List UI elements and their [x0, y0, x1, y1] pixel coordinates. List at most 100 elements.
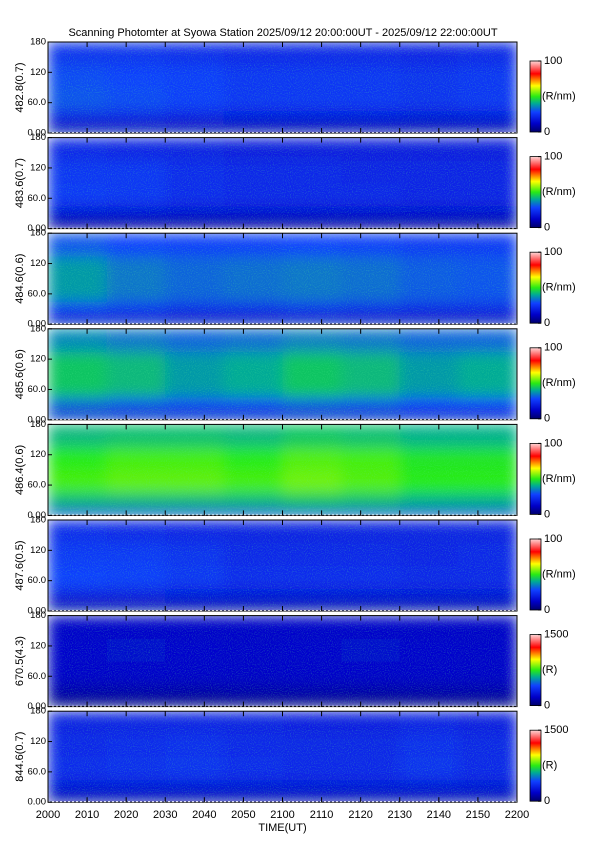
colorbar-tick-label: 0	[544, 413, 550, 425]
colorbar-tick-label: 1500	[544, 724, 568, 736]
colorbar-label: (R/nm)	[542, 282, 576, 294]
heatmap	[48, 42, 517, 133]
colorbar-tick-label: 1500	[544, 629, 568, 641]
x-tick-label: 2020	[114, 809, 138, 821]
noise-texture	[48, 424, 517, 516]
x-tick-label: 2130	[388, 809, 412, 821]
colorbar	[529, 634, 542, 706]
colorbar	[529, 251, 542, 324]
x-tick-label: 2000	[36, 809, 60, 821]
noise-texture	[48, 520, 517, 611]
y-axis-label: 483.6(0.7)	[14, 158, 26, 208]
x-axis-label: TIME(UT)	[258, 822, 306, 834]
colorbar-tick-label: 0	[544, 222, 550, 234]
colorbar	[529, 156, 542, 229]
x-tick-label: 2010	[75, 809, 99, 821]
y-tick-label: 0.00	[28, 414, 47, 425]
y-axis-label: 670.5(4.3)	[14, 636, 26, 686]
colorbar-label: (R/nm)	[542, 377, 576, 389]
colorbar	[529, 60, 542, 133]
y-tick-label: 60.0	[28, 384, 47, 395]
y-tick-label: 0.00	[28, 797, 47, 808]
noise-texture	[48, 137, 517, 229]
colorbar-tick-label: 100	[544, 437, 562, 449]
colorbar-tick-label: 0	[544, 508, 550, 520]
y-tick-label: 60.0	[28, 575, 47, 586]
colorbar	[529, 729, 542, 802]
x-tick-label: 2050	[231, 809, 255, 821]
colorbar-tick-label: 0	[544, 700, 550, 712]
colorbar-tick-label: 0	[544, 795, 550, 807]
x-tick-label: 2140	[427, 809, 451, 821]
colorbar-label: (R/nm)	[542, 186, 576, 198]
y-tick-label: 60.0	[28, 193, 47, 204]
colorbar-tick-label: 100	[544, 533, 562, 545]
y-axis-label: 484.6(0.6)	[14, 254, 26, 304]
noise-texture	[48, 328, 517, 420]
y-tick-label: 120	[30, 736, 46, 747]
y-axis-label: 485.6(0.6)	[14, 349, 26, 399]
y-tick-label: 180	[30, 419, 46, 430]
y-tick-label: 120	[30, 640, 46, 651]
y-tick-label: 180	[30, 610, 46, 621]
colorbar-tick-label: 100	[544, 342, 562, 354]
colorbar	[529, 538, 542, 611]
y-tick-label: 0.00	[28, 223, 47, 234]
y-tick-label: 120	[30, 162, 46, 173]
y-tick-label: 180	[30, 132, 46, 143]
y-tick-label: 180	[30, 323, 46, 334]
x-tick-label: 2110	[310, 809, 334, 821]
colorbar-tick-label: 100	[544, 151, 562, 163]
heatmap	[48, 233, 517, 325]
noise-texture	[48, 233, 517, 325]
y-tick-label: 0.00	[28, 606, 47, 617]
y-tick-label: 180	[30, 228, 46, 239]
colorbar-label: (R/nm)	[542, 473, 576, 485]
colorbar	[529, 442, 542, 515]
y-tick-label: 180	[30, 706, 46, 717]
x-tick-label: 2100	[270, 809, 294, 821]
colorbar-label: (R/nm)	[542, 90, 576, 102]
x-tick-label: 2150	[466, 809, 490, 821]
x-tick-label: 2030	[153, 809, 177, 821]
noise-texture	[48, 615, 517, 707]
y-tick-label: 0.00	[28, 128, 47, 139]
y-axis-label: 844.6(0.7)	[14, 732, 26, 782]
y-tick-label: 60.0	[28, 671, 47, 682]
colorbar-tick-label: 100	[544, 246, 562, 258]
heatmap	[48, 615, 517, 707]
colorbar-tick-label: 100	[544, 55, 562, 67]
colorbar-label: (R)	[542, 664, 557, 676]
heatmap	[48, 424, 517, 516]
noise-texture	[48, 711, 517, 803]
chart-title: Scanning Photomter at Syowa Station 2025…	[68, 27, 497, 39]
heatmap	[48, 520, 517, 611]
x-tick-label: 2120	[348, 809, 372, 821]
y-tick-label: 120	[30, 545, 46, 556]
y-axis-label: 487.6(0.5)	[14, 540, 26, 590]
y-tick-label: 60.0	[28, 480, 47, 491]
x-tick-label: 2200	[505, 809, 529, 821]
colorbar-label: (R/nm)	[542, 568, 576, 580]
y-tick-label: 0.00	[28, 319, 47, 330]
heatmap	[48, 137, 517, 229]
x-tick-label: 2040	[192, 809, 216, 821]
y-tick-label: 120	[30, 354, 46, 365]
heatmap	[48, 711, 517, 803]
y-axis-label: 482.8(0.7)	[14, 62, 26, 112]
colorbar-tick-label: 0	[544, 604, 550, 616]
y-tick-label: 120	[30, 258, 46, 269]
y-tick-label: 60.0	[28, 97, 47, 108]
y-tick-label: 60.0	[28, 288, 47, 299]
y-tick-label: 180	[30, 37, 46, 48]
y-tick-label: 120	[30, 449, 46, 460]
y-tick-label: 120	[30, 67, 46, 78]
colorbar-tick-label: 0	[544, 126, 550, 138]
y-axis-label: 486.4(0.6)	[14, 445, 26, 495]
y-tick-label: 0.00	[28, 510, 47, 521]
y-tick-label: 60.0	[28, 766, 47, 777]
colorbar-label: (R)	[542, 760, 557, 772]
colorbar-tick-label: 0	[544, 317, 550, 329]
